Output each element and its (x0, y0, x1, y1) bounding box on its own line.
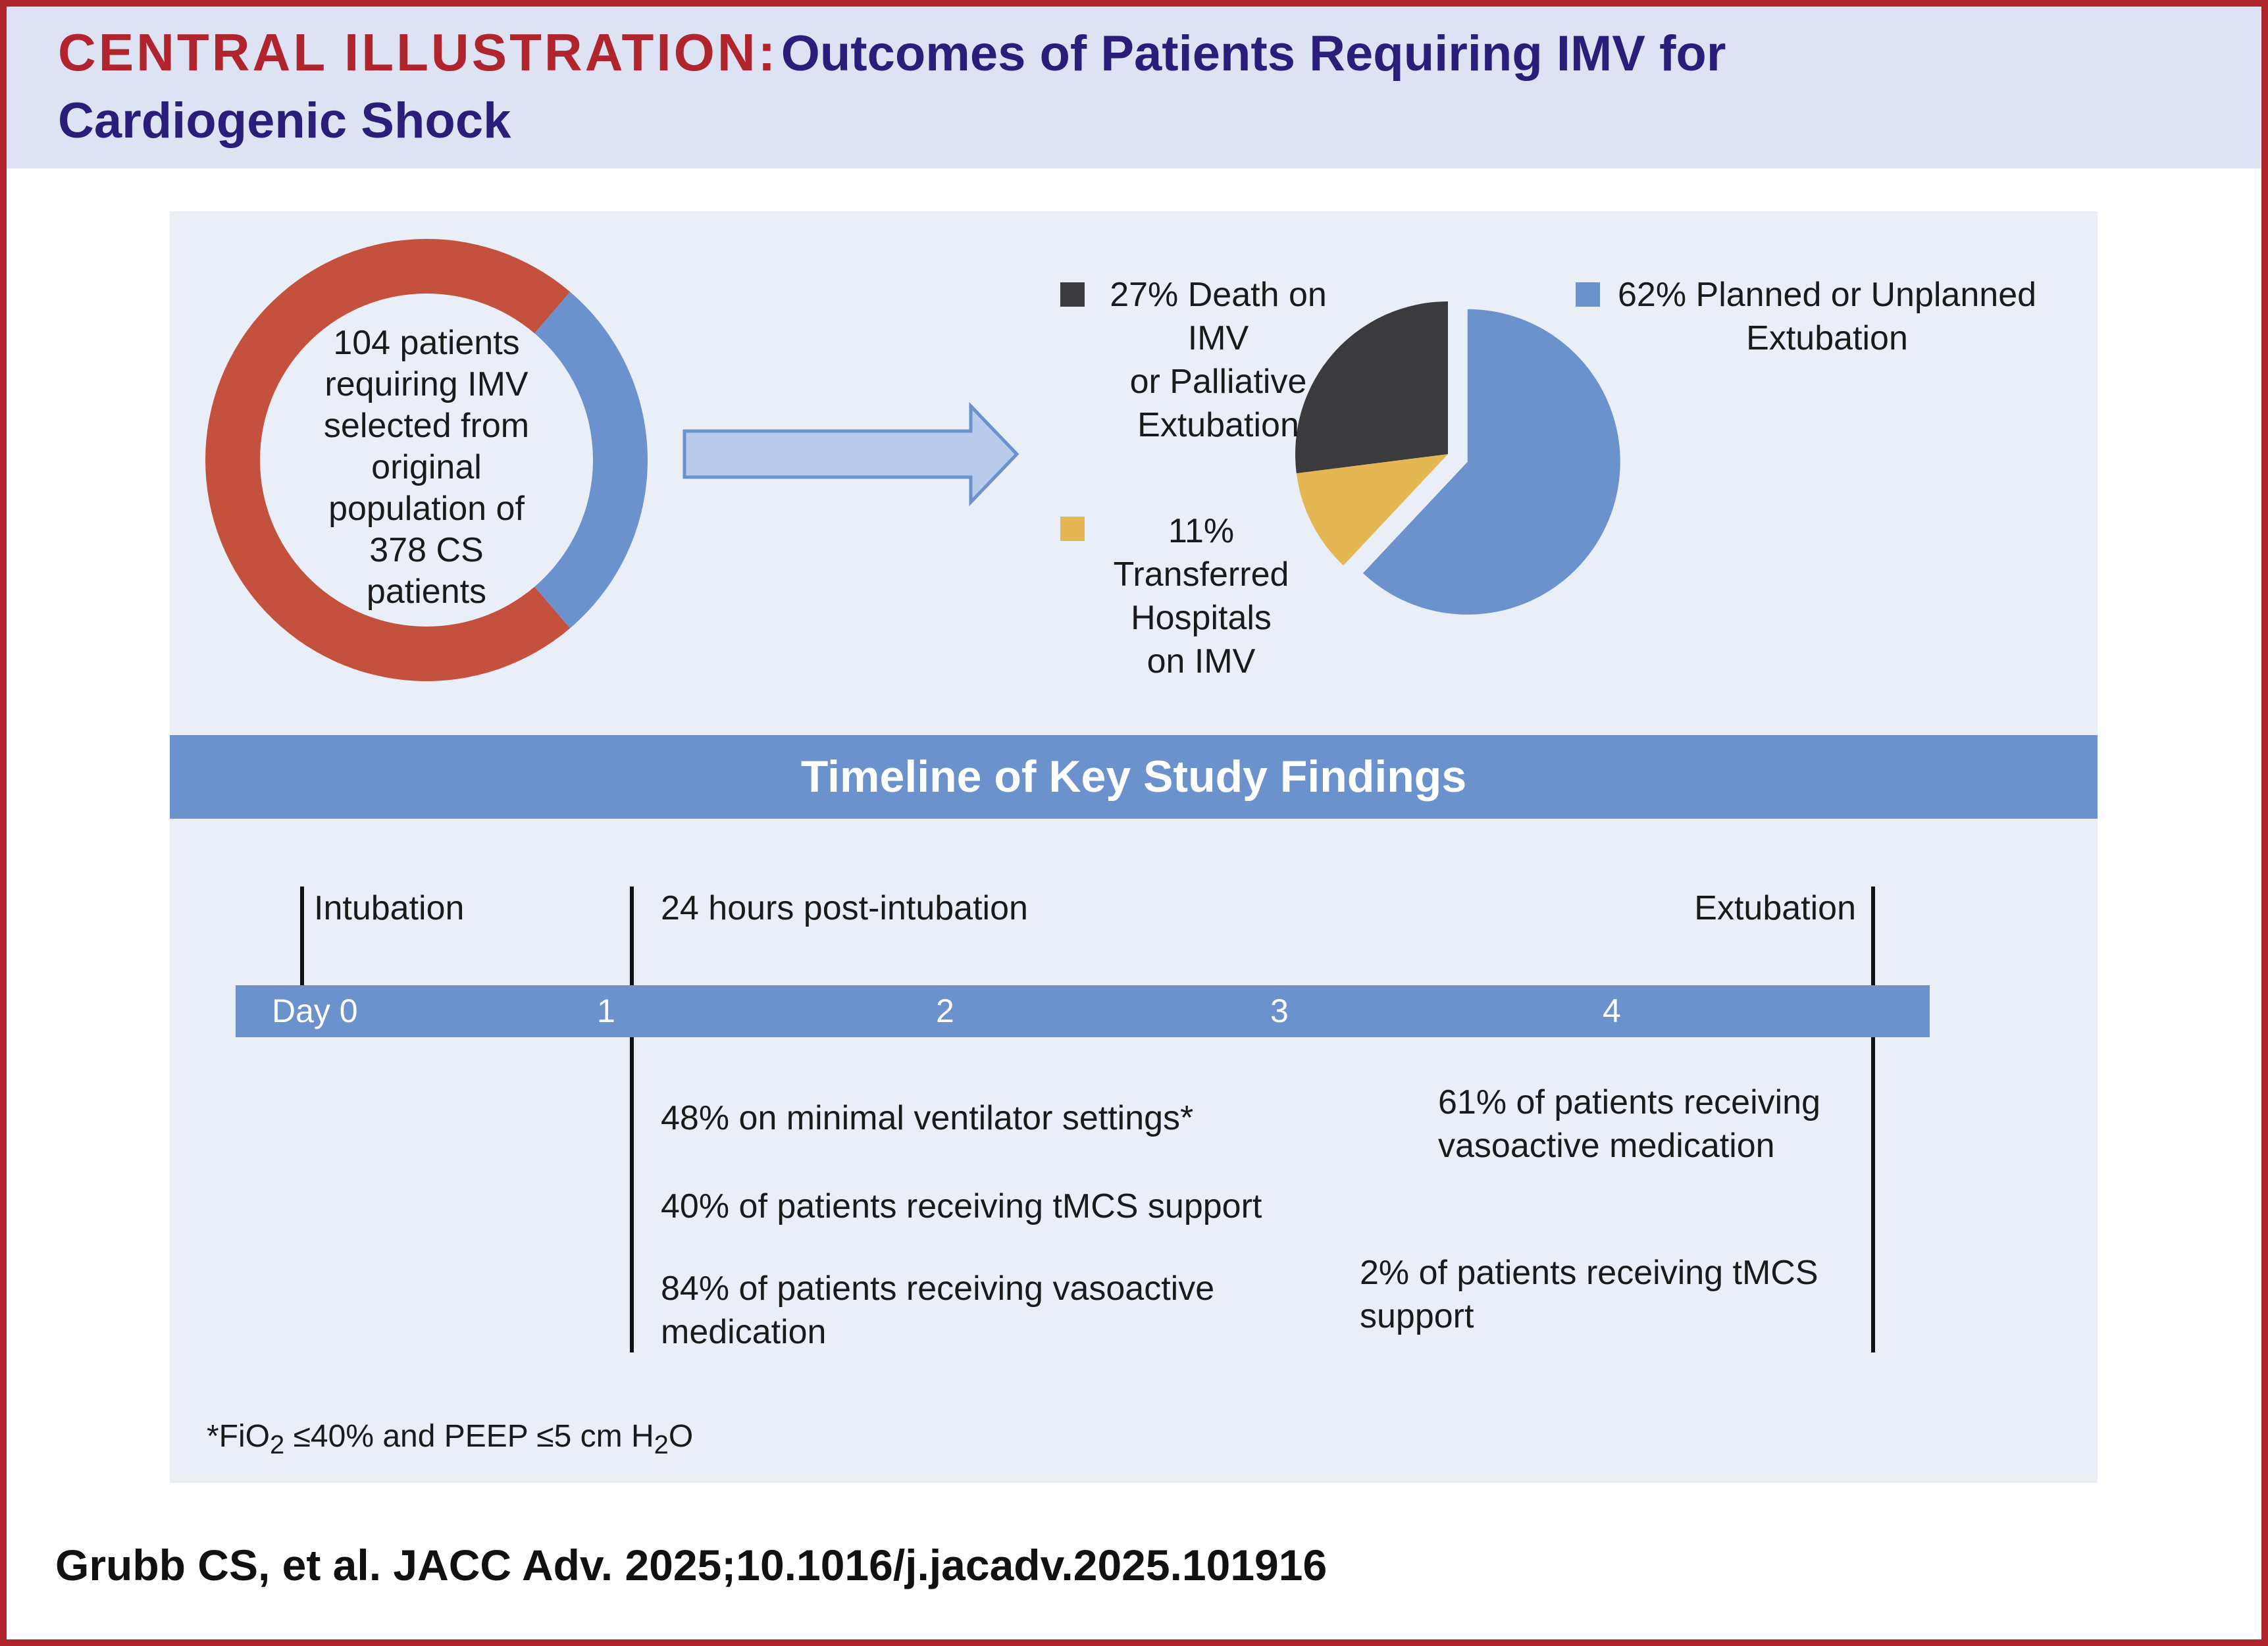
legend-death: 27% Death on IMV or Palliative Extubatio… (1110, 273, 1327, 447)
legend-line: on IMV (1147, 642, 1256, 681)
event-intubation: Intubation (314, 889, 465, 927)
extubation-marker (1871, 887, 1875, 1352)
finding: 2% of patients receiving tMCS support (1360, 1251, 1818, 1338)
post24-marker (630, 887, 634, 1352)
timeline-banner: Timeline of Key Study Findings (170, 735, 2098, 819)
pie-chart (1295, 301, 1620, 615)
legend-line: Transferred (1113, 555, 1289, 594)
footnote-text: *FiO (207, 1419, 270, 1454)
header (7, 7, 2261, 168)
content-panel (170, 211, 2098, 1483)
legend-line: or Palliative (1129, 363, 1307, 401)
legend-line: 27% Death on (1110, 276, 1327, 314)
legend-line: Extubation (1137, 406, 1299, 444)
finding-line: support (1360, 1297, 1474, 1335)
donut-label-line: patients (366, 573, 487, 611)
timeline-axis (236, 985, 1930, 1037)
tick-day-1: 1 (597, 992, 615, 1029)
finding-line: medication (661, 1313, 827, 1351)
finding: 48% on minimal ventilator settings* (661, 1099, 1194, 1137)
finding: 61% of patients receiving vasoactive med… (1438, 1081, 1820, 1168)
tick-day-4: 4 (1603, 992, 1621, 1029)
legend-line: IMV (1187, 319, 1249, 357)
donut-label-line: 378 CS (369, 531, 484, 569)
legend-swatch-transferred (1060, 517, 1085, 541)
legend-line: 11% (1168, 512, 1235, 550)
tick-day-0: Day 0 (272, 992, 358, 1029)
donut-segment-rest (205, 239, 571, 681)
finding: 84% of patients receiving vasoactive med… (661, 1267, 1214, 1354)
right-arrow-icon (683, 401, 1019, 507)
title-line-2: Cardiogenic Shock (58, 93, 511, 149)
pie-slice-2 (1295, 301, 1448, 474)
finding-line: 61% of patients receiving (1438, 1083, 1821, 1121)
legend-transferred: 11% Transferred Hospitals on IMV (1114, 509, 1289, 683)
finding: 40% of patients receiving tMCS support (661, 1187, 1262, 1225)
tick-day-3: 3 (1270, 992, 1289, 1029)
intubation-marker (300, 887, 304, 985)
legend-line: 62% Planned or Unplanned (1618, 276, 2037, 314)
pie-slice-1 (1296, 454, 1448, 566)
event-24h: 24 hours post-intubation (661, 889, 1028, 927)
pie-slice-0 (1362, 309, 1620, 615)
donut-label-line: original (371, 448, 482, 486)
finding-line: 84% of patients receiving vasoactive (661, 1270, 1215, 1308)
footnote-text: O (668, 1419, 694, 1454)
figure-title: CENTRAL ILLUSTRATION: Outcomes of Patien… (58, 26, 1726, 79)
central-illustration-label: CENTRAL ILLUSTRATION: (58, 23, 779, 82)
citation: Grubb CS, et al. JACC Adv. 2025;10.1016/… (55, 1541, 1327, 1589)
finding-line: 2% of patients receiving tMCS (1360, 1254, 1818, 1292)
footnote-sub: 2 (270, 1430, 285, 1460)
footnote-sub: 2 (654, 1430, 669, 1460)
legend-swatch-death (1060, 282, 1085, 307)
legend-extubation: 62% Planned or Unplanned Extubation (1618, 273, 2036, 360)
timeline-title: Timeline of Key Study Findings (800, 752, 1467, 802)
footnote: *FiO2 ≤40% and PEEP ≤5 cm H2O (207, 1415, 693, 1467)
donut-chart (205, 239, 648, 681)
donut-label-line: 104 patients (333, 324, 520, 362)
legend-line: Hospitals (1131, 599, 1272, 637)
event-extubation: Extubation (1694, 889, 1856, 927)
finding-line: vasoactive medication (1438, 1127, 1775, 1165)
legend-line: Extubation (1746, 319, 1908, 357)
donut-segment-selected (534, 292, 648, 629)
donut-label-line: selected from (323, 407, 530, 445)
footnote-text: ≤40% and PEEP ≤5 cm H (284, 1419, 654, 1454)
legend-swatch-extubation (1576, 282, 1600, 307)
title-line-1: Outcomes of Patients Requiring IMV for (781, 26, 1726, 82)
donut-label-line: population of (328, 490, 525, 528)
tick-day-2: 2 (936, 992, 954, 1029)
donut-label: 104 patients requiring IMV selected from… (324, 322, 529, 613)
donut-label-line: requiring IMV (324, 365, 528, 403)
